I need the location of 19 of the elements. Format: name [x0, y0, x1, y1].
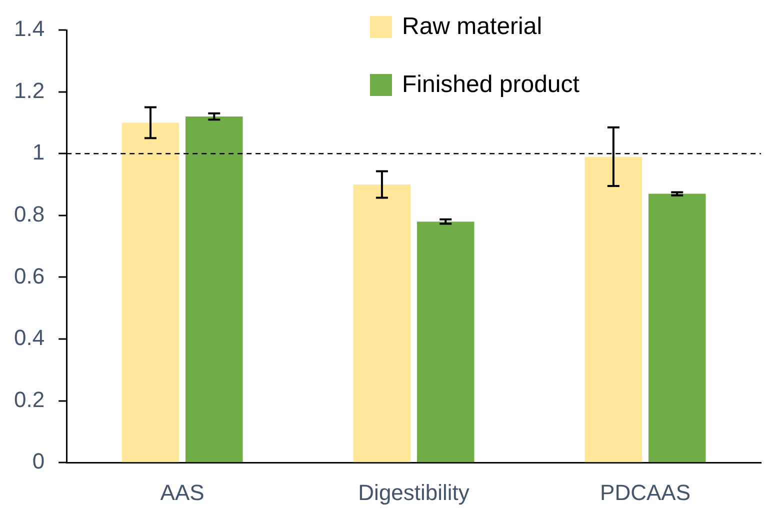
- bar: [122, 122, 180, 462]
- bar: [186, 116, 243, 462]
- y-tick-label: 0: [32, 448, 45, 474]
- y-tick-label: 1.2: [14, 78, 45, 103]
- x-tick-label: Digestibility: [358, 480, 470, 505]
- y-tick-label: 0.8: [14, 201, 45, 226]
- bar: [648, 194, 706, 462]
- x-tick-label: AAS: [160, 480, 204, 505]
- bar: [353, 184, 411, 462]
- y-tick-label: 1.4: [14, 16, 45, 42]
- x-tick-label: PDCAAS: [600, 480, 691, 505]
- y-tick-label: 0.4: [14, 325, 45, 350]
- y-tick-label: 0.2: [14, 386, 45, 412]
- bar: [416, 222, 474, 462]
- y-tick-label: 1: [32, 140, 45, 165]
- bar: [584, 156, 642, 462]
- y-tick-label: 0.6: [14, 263, 45, 288]
- legend-label: Raw material: [402, 13, 542, 41]
- legend-label: Finished product: [402, 71, 580, 99]
